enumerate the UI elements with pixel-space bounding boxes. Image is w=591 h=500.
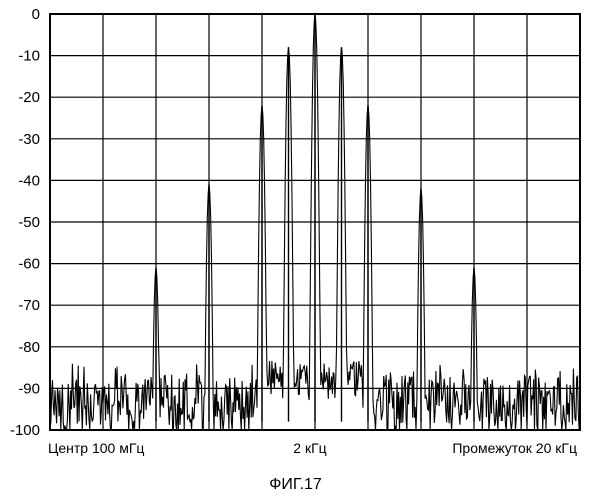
- y-tick-label: -20: [18, 89, 40, 106]
- y-tick-label: 0: [32, 6, 40, 23]
- y-tick-labels: 0 -10 -20 -30 -40 -50 -60 -70 -80 -90 -100: [10, 6, 40, 439]
- x-label-center: 2 кГц: [293, 440, 326, 456]
- x-label-right: Промежуток 20 кГц: [452, 440, 577, 456]
- y-tick-label: -60: [18, 256, 40, 273]
- x-label-left: Центр 100 мГц: [48, 440, 144, 456]
- y-tick-label: -70: [18, 297, 40, 314]
- y-tick-label: -10: [18, 48, 40, 65]
- y-tick-label: -90: [18, 380, 40, 397]
- y-tick-label: -50: [18, 214, 40, 231]
- y-tick-label: -40: [18, 172, 40, 189]
- figure-caption: ФИГ.17: [0, 476, 591, 494]
- y-tick-label: -80: [18, 339, 40, 356]
- y-tick-label: -100: [10, 422, 40, 439]
- y-tick-label: -30: [18, 131, 40, 148]
